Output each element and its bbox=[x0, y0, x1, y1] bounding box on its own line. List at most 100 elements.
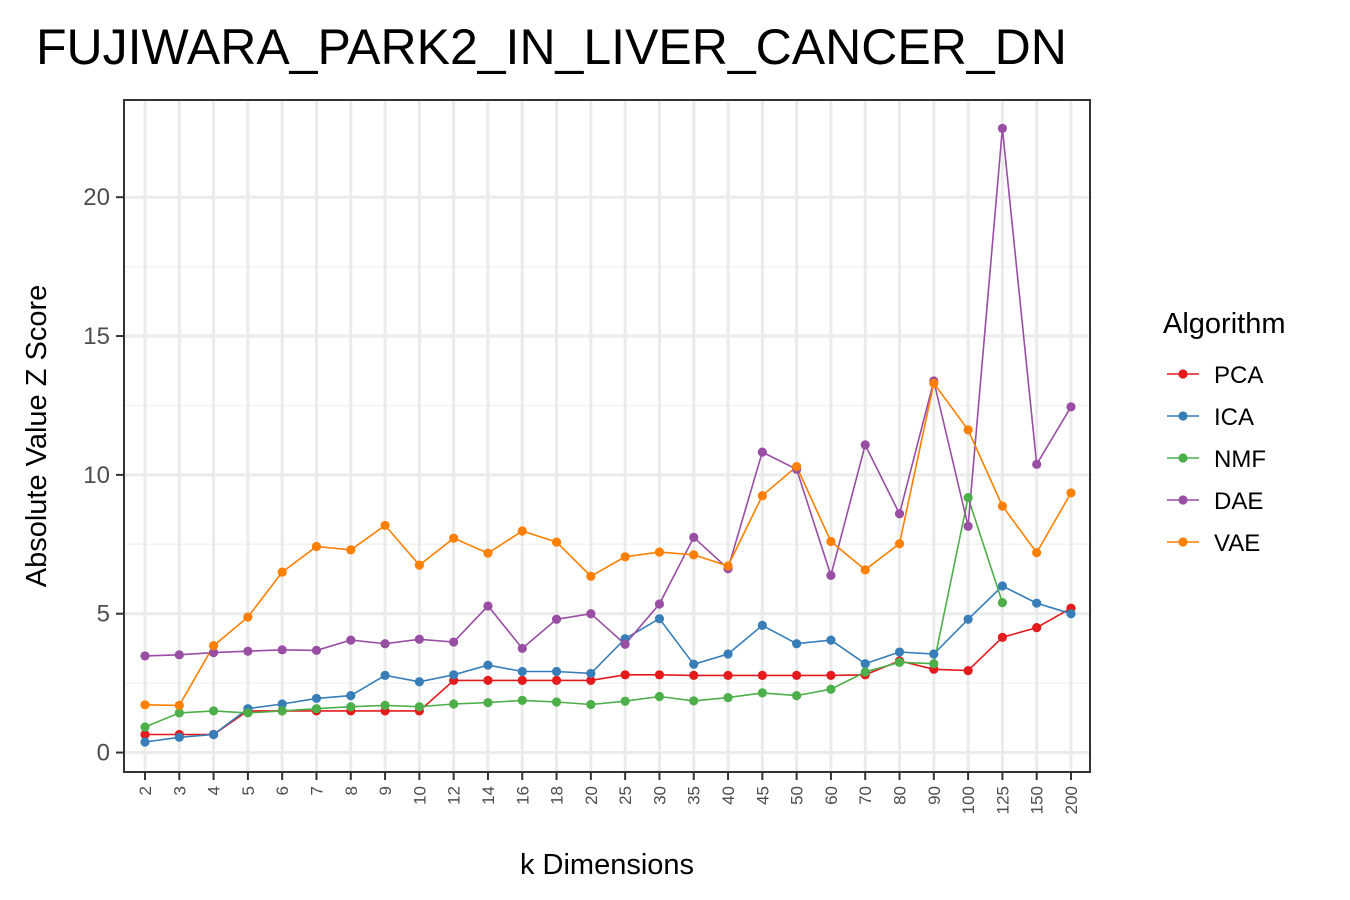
legend-key-point bbox=[1178, 453, 1188, 463]
point-vae-100 bbox=[963, 425, 973, 435]
point-dae-10 bbox=[414, 634, 424, 644]
point-dae-2 bbox=[140, 651, 150, 661]
x-tick-label: 60 bbox=[822, 786, 841, 805]
point-pca-20 bbox=[586, 675, 596, 685]
point-ica-50 bbox=[792, 639, 802, 649]
series-line-ica bbox=[144, 585, 1072, 743]
point-pca-18 bbox=[551, 675, 562, 685]
point-vae-7 bbox=[311, 541, 322, 552]
point-vae-60 bbox=[826, 536, 836, 547]
x-tick-label: 14 bbox=[479, 786, 498, 805]
point-pca-35 bbox=[689, 670, 699, 680]
x-tick-label: 80 bbox=[891, 786, 910, 805]
point-dae-125 bbox=[997, 123, 1008, 133]
point-dae-16 bbox=[517, 643, 527, 654]
point-vae-4 bbox=[208, 641, 219, 651]
point-vae-40 bbox=[723, 561, 733, 571]
point-nmf-6 bbox=[277, 706, 287, 716]
x-tick-label: 6 bbox=[273, 786, 292, 795]
x-tick-label: 45 bbox=[753, 786, 772, 805]
point-vae-30 bbox=[654, 547, 665, 557]
point-ica-150 bbox=[1032, 598, 1042, 608]
x-tick-label: 5 bbox=[239, 786, 258, 795]
x-tick-label: 30 bbox=[650, 786, 669, 805]
grid-layer bbox=[124, 100, 1090, 772]
point-dae-200 bbox=[1066, 402, 1076, 412]
x-tick-label: 40 bbox=[719, 786, 738, 805]
point-dae-100 bbox=[963, 521, 973, 531]
point-nmf-2 bbox=[140, 722, 150, 732]
point-pca-25 bbox=[620, 670, 630, 680]
point-vae-16 bbox=[517, 526, 527, 536]
series-line-dae bbox=[144, 128, 1072, 657]
point-ica-6 bbox=[277, 699, 287, 709]
x-tick-label: 25 bbox=[616, 786, 635, 805]
point-pca-50 bbox=[792, 670, 802, 680]
point-nmf-18 bbox=[551, 697, 562, 707]
point-dae-5 bbox=[243, 646, 253, 656]
x-tick-label: 200 bbox=[1062, 786, 1081, 814]
point-ica-8 bbox=[346, 691, 356, 701]
point-nmf-90 bbox=[929, 659, 939, 669]
point-dae-3 bbox=[174, 650, 184, 660]
x-tick-label: 9 bbox=[376, 786, 395, 795]
point-nmf-80 bbox=[894, 657, 905, 667]
x-tick-label: 90 bbox=[925, 786, 944, 805]
point-ica-70 bbox=[860, 659, 870, 669]
point-nmf-50 bbox=[792, 691, 802, 701]
point-nmf-9 bbox=[380, 700, 390, 710]
point-ica-9 bbox=[380, 670, 390, 680]
point-nmf-45 bbox=[757, 688, 767, 698]
y-tick-label: 0 bbox=[97, 740, 110, 767]
point-vae-50 bbox=[792, 461, 802, 472]
point-ica-30 bbox=[654, 614, 665, 624]
point-dae-9 bbox=[380, 639, 390, 649]
point-ica-60 bbox=[826, 635, 836, 645]
point-nmf-25 bbox=[620, 696, 630, 706]
point-nmf-7 bbox=[311, 704, 322, 714]
point-dae-20 bbox=[586, 609, 596, 619]
y-tick-label: 20 bbox=[83, 184, 110, 211]
point-dae-25 bbox=[620, 639, 630, 649]
point-vae-35 bbox=[689, 550, 699, 560]
point-vae-25 bbox=[620, 552, 630, 562]
point-vae-12 bbox=[449, 533, 459, 543]
point-ica-10 bbox=[414, 677, 424, 687]
point-pca-14 bbox=[483, 675, 493, 685]
point-ica-100 bbox=[963, 614, 973, 624]
point-dae-12 bbox=[449, 637, 459, 647]
point-ica-80 bbox=[894, 647, 905, 657]
point-vae-9 bbox=[380, 520, 390, 531]
series-layer bbox=[140, 123, 1076, 747]
point-nmf-40 bbox=[723, 692, 733, 703]
point-vae-125 bbox=[997, 501, 1008, 511]
point-pca-40 bbox=[723, 670, 733, 680]
point-dae-35 bbox=[689, 532, 699, 542]
plot-panel bbox=[124, 100, 1090, 772]
x-tick-label: 125 bbox=[993, 786, 1012, 814]
y-tick-label: 10 bbox=[83, 462, 110, 489]
point-nmf-30 bbox=[654, 691, 665, 702]
x-tick-label: 18 bbox=[548, 786, 567, 805]
point-nmf-20 bbox=[586, 699, 596, 710]
point-pca-30 bbox=[654, 670, 665, 680]
x-tick-label: 20 bbox=[582, 786, 601, 805]
x-tick-label: 70 bbox=[856, 786, 875, 805]
point-nmf-35 bbox=[689, 696, 699, 706]
point-ica-35 bbox=[689, 659, 699, 669]
point-vae-200 bbox=[1066, 488, 1076, 498]
point-ica-125 bbox=[997, 581, 1008, 591]
x-tick-label: 3 bbox=[170, 786, 189, 795]
x-tick-label: 150 bbox=[1028, 786, 1047, 814]
legend-key-point bbox=[1178, 495, 1188, 505]
point-nmf-4 bbox=[208, 706, 219, 716]
point-pca-45 bbox=[757, 670, 767, 680]
point-vae-6 bbox=[277, 567, 287, 577]
point-ica-20 bbox=[586, 668, 596, 679]
point-vae-45 bbox=[757, 491, 767, 501]
point-dae-70 bbox=[860, 440, 870, 450]
point-vae-14 bbox=[483, 548, 493, 558]
point-dae-30 bbox=[654, 599, 665, 609]
legend-key-point bbox=[1178, 537, 1188, 547]
